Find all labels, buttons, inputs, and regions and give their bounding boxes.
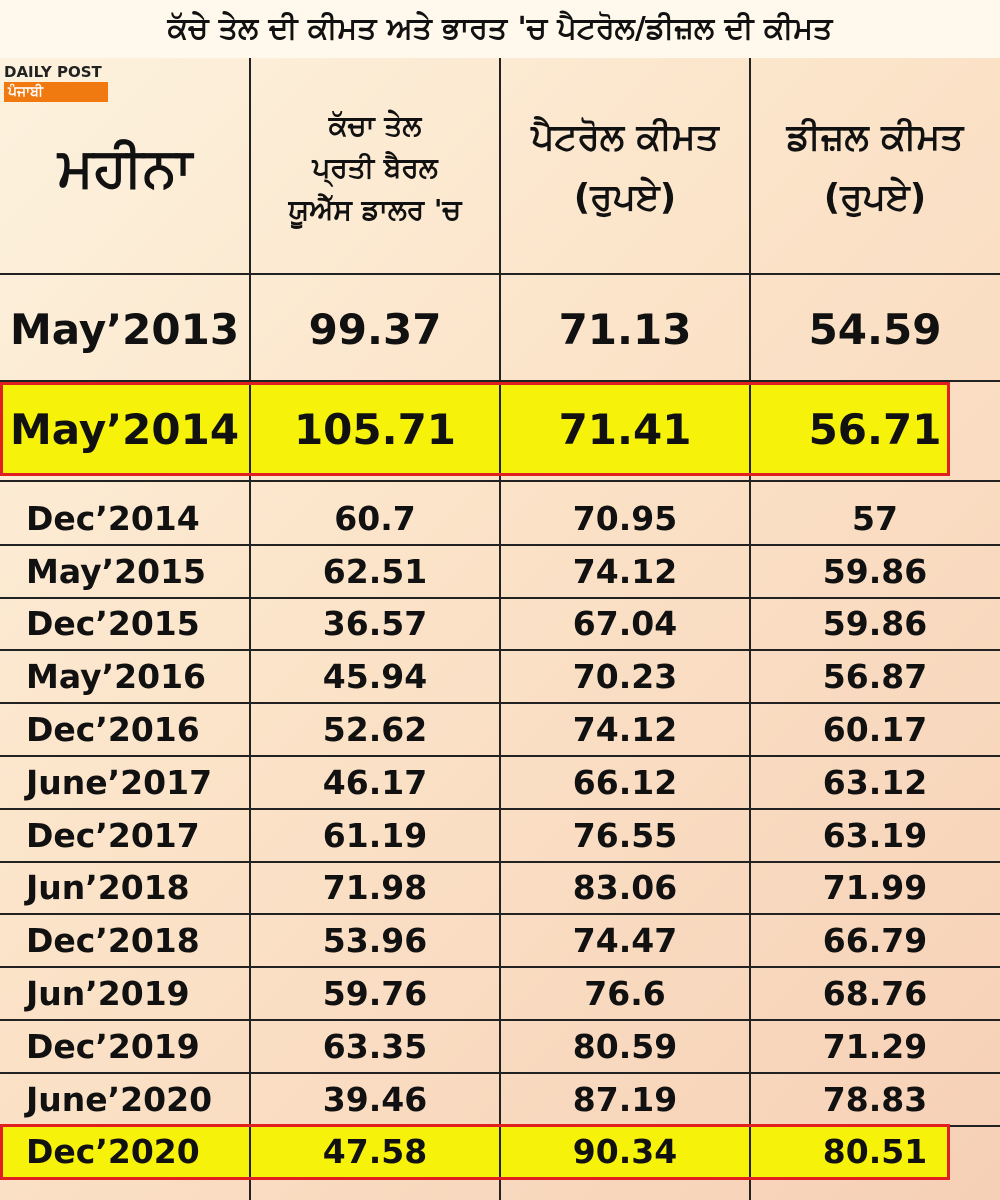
month-cell: May’2015: [26, 551, 206, 591]
header-line: ਪੈਟਰੋਲ ਕੀਮਤ: [531, 116, 719, 158]
value-cell: 59.86: [822, 604, 928, 644]
header-line: (ਰੁਪਏ): [823, 176, 927, 218]
header-line: (ਰੁਪਏ): [573, 176, 677, 218]
row-divider: [0, 649, 1000, 652]
value-cell: 62.51: [322, 551, 428, 591]
month-cell: Dec’2017: [26, 815, 200, 855]
month-cell: Dec’2019: [26, 1026, 200, 1066]
value-cell: 99.37: [308, 304, 442, 354]
value-cell: 71.99: [822, 868, 928, 908]
row-divider: [0, 596, 1000, 599]
header-cell: ਮਹੀਨਾ: [0, 60, 250, 275]
header-line: ਯੂਐੱਸ ਡਾਲਰ 'ਚ: [288, 192, 462, 226]
value-cell: 67.04: [572, 604, 678, 644]
value-cell: 71.98: [322, 868, 428, 908]
column-divider: [749, 58, 751, 1200]
value-cell: 61.19: [322, 815, 428, 855]
row-divider: [0, 543, 1000, 546]
value-cell: 60.17: [822, 710, 928, 750]
month-cell: Dec’2016: [26, 710, 200, 750]
row-divider: [0, 1071, 1000, 1074]
value-cell: 87.19: [572, 1079, 678, 1119]
value-cell: 63.12: [822, 762, 928, 802]
month-cell: Dec’2014: [26, 498, 200, 538]
row-divider: [0, 966, 1000, 969]
month-cell: Dec’2020: [26, 1132, 200, 1172]
value-cell: 76.55: [572, 815, 678, 855]
month-cell: May’2014: [10, 404, 240, 454]
value-cell: 36.57: [322, 604, 428, 644]
row-divider: [0, 480, 1000, 482]
highlight-border: [0, 382, 950, 476]
row-divider: [0, 913, 1000, 916]
value-cell: 56.87: [822, 657, 928, 697]
value-cell: 80.59: [572, 1026, 678, 1066]
row-divider: [0, 273, 1000, 275]
row-divider: [0, 860, 1000, 863]
header-line: ਕੱਚਾ ਤੇਲ: [328, 108, 422, 142]
value-cell: 63.35: [322, 1026, 428, 1066]
value-cell: 70.23: [572, 657, 678, 697]
month-cell: May’2013: [10, 304, 240, 354]
value-cell: 66.12: [572, 762, 678, 802]
value-cell: 74.12: [572, 551, 678, 591]
value-cell: 45.94: [322, 657, 428, 697]
month-cell: Jun’2019: [26, 974, 190, 1014]
value-cell: 54.59: [808, 304, 942, 354]
row-highlight: [0, 384, 950, 474]
value-cell: 71.29: [822, 1026, 928, 1066]
header-line: ਡੀਜ਼ਲ ਕੀਮਤ: [786, 116, 964, 158]
value-cell: 78.83: [822, 1079, 928, 1119]
row-divider: [0, 702, 1000, 705]
value-cell: 53.96: [322, 921, 428, 961]
row-divider: [0, 380, 1000, 382]
value-cell: 59.86: [822, 551, 928, 591]
value-cell: 74.47: [572, 921, 678, 961]
row-divider: [0, 1019, 1000, 1021]
column-divider: [499, 58, 501, 1200]
value-cell: 52.62: [322, 710, 428, 750]
value-cell: 47.58: [322, 1132, 428, 1172]
logo-brand: DAILY POST: [4, 63, 102, 81]
logo: DAILY POST ਪੰਜਾਬੀ: [4, 62, 114, 106]
header-cell: ਕੱਚਾ ਤੇਲ ਪ੍ਰਤੀ ਬੈਰਲ ਯੂਐੱਸ ਡਾਲਰ 'ਚ: [250, 60, 500, 275]
value-cell: 59.76: [322, 974, 428, 1014]
month-cell: Dec’2018: [26, 921, 200, 961]
value-cell: 66.79: [822, 921, 928, 961]
value-cell: 57: [852, 498, 898, 538]
month-cell: June’2017: [26, 762, 213, 802]
header-cell: ਪੈਟਰੋਲ ਕੀਮਤ (ਰੁਪਏ): [500, 60, 750, 275]
header-line: ਮਹੀਨਾ: [57, 135, 193, 199]
row-highlight: [0, 1125, 950, 1179]
month-cell: Dec’2015: [26, 604, 200, 644]
month-cell: May’2016: [26, 657, 206, 697]
value-cell: 71.13: [558, 304, 692, 354]
value-cell: 68.76: [822, 974, 928, 1014]
column-divider: [249, 58, 251, 1200]
highlight-border: [0, 1123, 950, 1181]
value-cell: 39.46: [322, 1079, 428, 1119]
row-divider: [0, 807, 1000, 810]
value-cell: 63.19: [822, 815, 928, 855]
value-cell: 83.06: [572, 868, 678, 908]
title: ਕੱਚੇ ਤੇਲ ਦੀ ਕੀਮਤ ਅਤੇ ਭਾਰਤ 'ਚ ਪੈਟਰੋਲ/ਡੀਜ਼…: [0, 0, 1000, 58]
value-cell: 56.71: [808, 404, 942, 454]
value-cell: 70.95: [572, 498, 678, 538]
header-line: ਪ੍ਰਤੀ ਬੈਰਲ: [312, 150, 438, 184]
value-cell: 71.41: [558, 404, 692, 454]
value-cell: 90.34: [572, 1132, 678, 1172]
row-divider: [0, 755, 1000, 757]
value-cell: 76.6: [584, 974, 666, 1014]
value-cell: 105.71: [293, 404, 457, 454]
month-cell: June’2020: [26, 1079, 213, 1119]
value-cell: 80.51: [822, 1132, 928, 1172]
value-cell: 60.7: [334, 498, 416, 538]
value-cell: 46.17: [322, 762, 428, 802]
month-cell: Jun’2018: [26, 868, 190, 908]
header-cell: ਡੀਜ਼ਲ ਕੀਮਤ (ਰੁਪਏ): [750, 60, 1000, 275]
logo-sub: ਪੰਜਾਬੀ: [4, 82, 108, 102]
value-cell: 74.12: [572, 710, 678, 750]
